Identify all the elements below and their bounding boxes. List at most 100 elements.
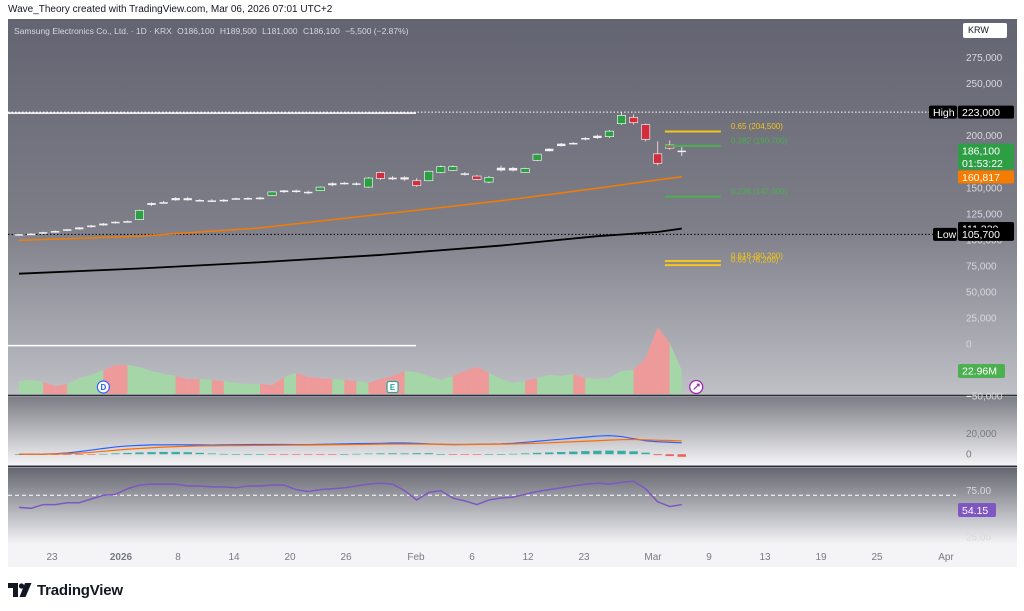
volume-area-segment [573,374,586,394]
chart-canvas[interactable]: 0.65 (204,500) 0.382 (190,700) 0.236 (142,… [8,19,1017,567]
volume-area-segment [79,375,92,394]
chart-frame: 0.65 (204,500) 0.382 (190,700) 0.236 (142,… [8,19,1017,567]
high-tag-label: High [933,107,955,119]
event-marker-e[interactable]: E [386,380,399,394]
macd-histogram-bar [557,452,566,455]
time-axis-tick: 20 [284,552,296,563]
volume-area-segment [296,373,309,394]
macd-histogram-bar [460,454,470,455]
macd-histogram-bar [605,450,614,455]
macd-axis-tick: 20,000 [966,429,997,440]
volume-area-segment [19,380,32,394]
volume-area-segment [368,379,381,394]
time-axis-tick: 23 [46,552,58,563]
rsi-tag-bg [958,503,996,518]
rsi-layer [8,480,956,510]
candle-body [641,124,651,140]
volume-area-segment [308,377,321,394]
candle-body [304,191,313,194]
symbol-info-line: Samsung Electronics Co., Ltd. · 1D · KRX… [14,26,412,36]
candle-body [412,180,422,186]
price-axis-tick: 75,000 [966,261,997,272]
macd-histogram-bar [388,453,397,455]
macd-histogram-bar [376,453,385,455]
macd-histogram-bar [195,452,204,455]
volume-area-segment [488,373,501,394]
macd-histogram-bar [400,453,409,455]
candle-body [147,203,156,205]
volume-area-segment [597,378,610,394]
ma-fast-price-tag: 160,817 [962,172,1000,184]
candle-body [195,200,204,202]
price-axis-tick: 50,000 [966,287,997,298]
volume-area-segment [284,373,297,394]
candle-body [99,223,108,226]
time-axis-tick: Mar [644,552,662,563]
volume-area-segment [247,384,260,394]
macd-histogram-bar [171,451,180,455]
volume-area-segment [356,381,369,394]
candle-body [315,186,325,191]
candle-body [363,177,373,188]
rsi-axis-tick: 25.00 [966,533,991,544]
event-marker-label: D [100,383,106,392]
macd-histogram-bar [243,454,253,455]
fib-level-label: 0.65 (204,500) [731,122,783,131]
time-axis-tick: 19 [815,552,827,563]
volume-area-segment [537,375,550,394]
macd-histogram-bar [484,454,494,455]
price-axis-tick: 25,000 [966,314,997,325]
volume-tag: 22.96M [962,366,997,378]
low-price-tag: 105,700 [962,229,1000,241]
macd-layer [14,434,686,457]
candle-body [63,229,72,231]
macd-histogram-bar [364,453,373,455]
high-tag-bg [929,105,957,119]
volume-area-segment [476,367,489,394]
event-marker-d[interactable]: D [96,380,110,394]
macd-histogram-bar [641,452,650,455]
ohlc-close: C186,100 [302,26,340,36]
low-tag-bg [933,227,957,241]
price-axis-tick: 125,000 [966,209,1003,220]
macd-signal-line [19,438,682,455]
macd-line [19,434,682,455]
low-price-tag-bg [958,227,1014,241]
macd-histogram-bar [677,454,686,457]
time-axis-tick: 25 [871,552,883,563]
price-axis-tick: 150,000 [966,183,1003,194]
current-price-tag: 186,100 [962,145,1000,157]
candle-body [569,142,578,145]
candle-body [629,117,639,123]
future-event-icon-glyph [693,383,700,390]
time-axis-tick: 2026 [110,552,133,563]
candle-body [219,199,229,202]
currency-button[interactable]: KRW [963,23,1007,38]
price-axis-tick: 0 [966,340,972,351]
low-tag-label: Low [937,229,957,241]
candle-body [87,225,96,228]
symbol-name[interactable]: Samsung Electronics Co., Ltd. · 1D · KRX [14,26,172,36]
fibonacci-layer: 0.65 (204,500) 0.382 (190,700) 0.236 (142,… [664,122,788,267]
rsi-pane-bg [8,468,1017,544]
candle-body [508,167,518,171]
volume-area-segment [609,371,622,394]
candle-body [279,190,289,193]
high-price-tag: 223,000 [962,107,1000,119]
time-axis-bg [8,544,1017,567]
candle-body [604,130,614,137]
candle-body [38,232,48,234]
candle-body [532,153,542,161]
candle-body [352,183,361,185]
fib-level-label: 0.618 (80,200) [731,251,783,260]
macd-histogram-bar [316,454,325,455]
fib-level-label: 0.236 (142,000) [731,187,788,196]
tradingview-logo[interactable]: TradingView [8,580,123,600]
volume-area-segment [187,379,200,394]
candle-body [677,150,686,153]
time-axis-tick: 23 [578,552,590,563]
macd-histogram-bar [653,454,662,456]
macd-histogram-bar [279,454,289,455]
candle-body [593,135,602,139]
volume-area-segment [657,327,670,394]
